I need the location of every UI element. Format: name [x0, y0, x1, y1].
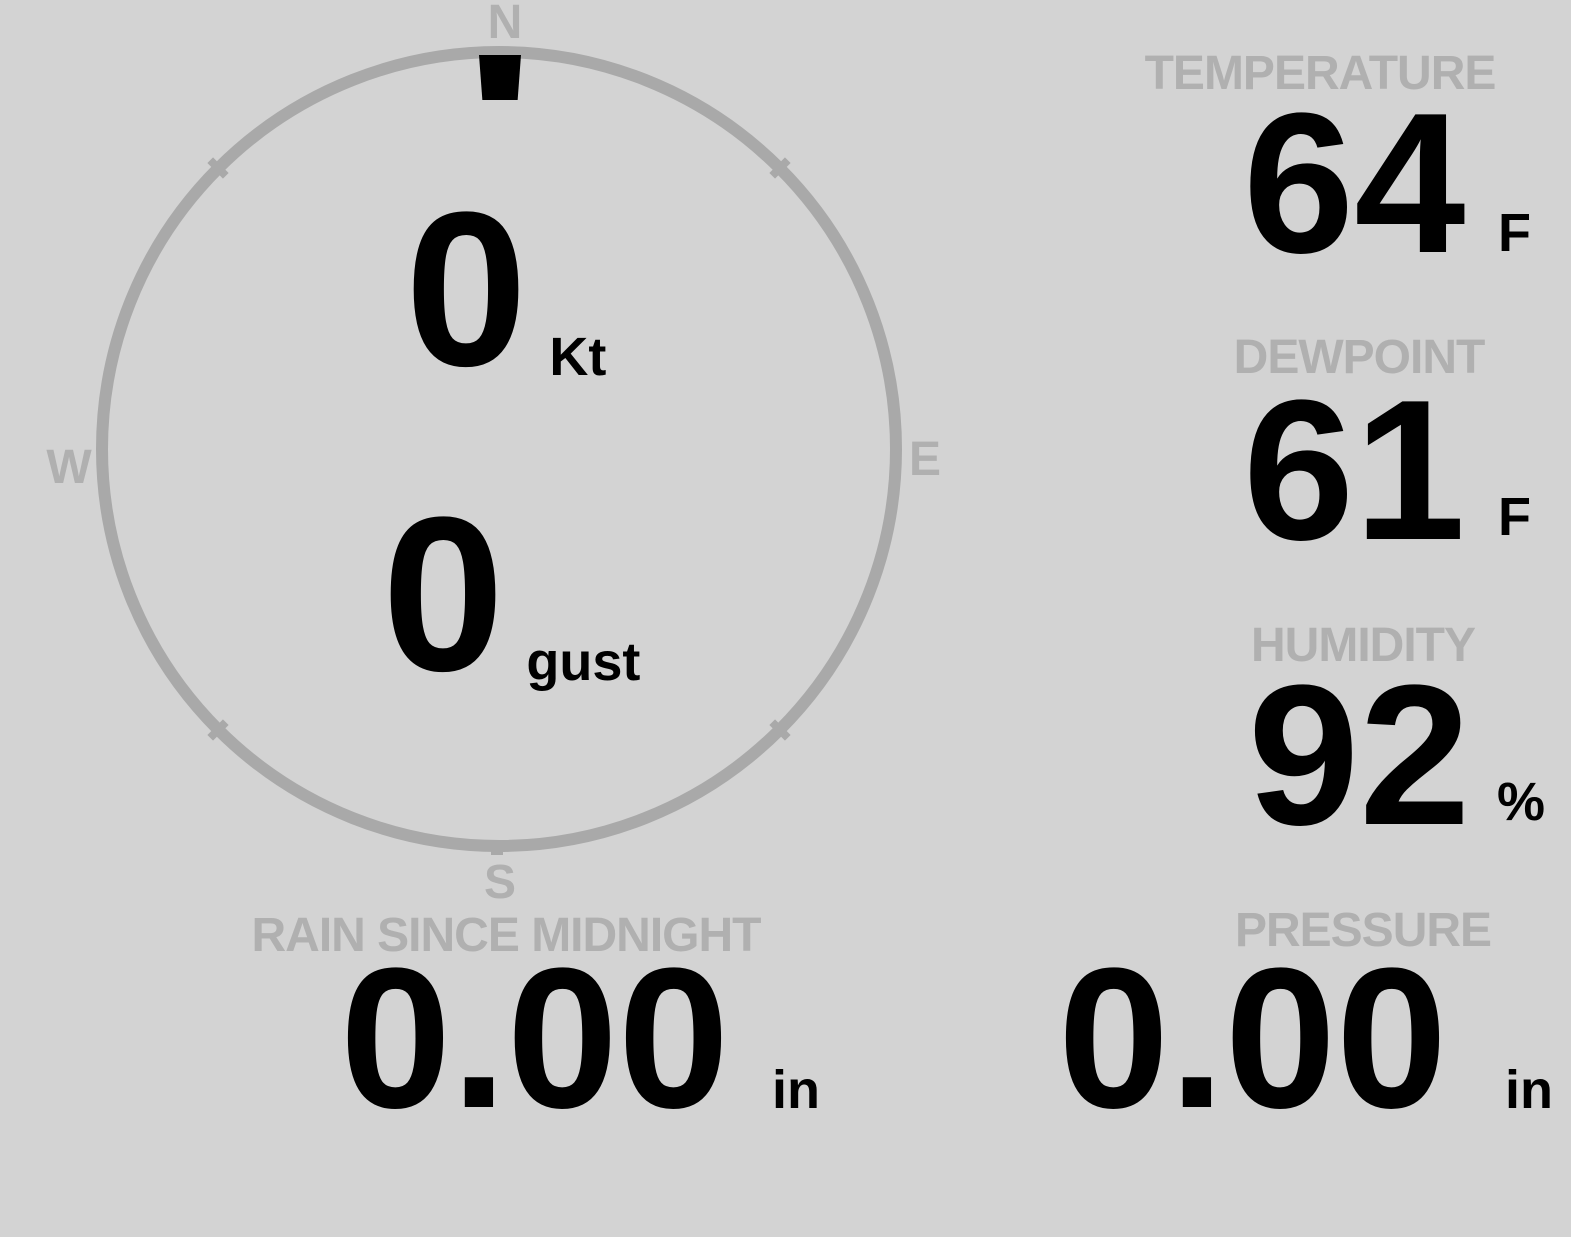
rain-since-midnight-label: RAIN SINCE MIDNIGHT	[251, 909, 762, 962]
temperature-value: 64	[1243, 72, 1466, 295]
dewpoint-value: 61	[1243, 359, 1466, 582]
compass-label-north: N	[487, 0, 523, 49]
humidity-unit: %	[1497, 772, 1546, 832]
humidity-label: HUMIDITY	[1251, 619, 1476, 672]
compass-tick-south	[491, 842, 503, 855]
wind-gust-value: 0	[382, 471, 505, 717]
rain-since-midnight-unit: in	[772, 1060, 820, 1120]
wind-speed-value: 0	[405, 166, 528, 412]
wind-gust-unit: gust	[526, 632, 641, 692]
dewpoint-unit: F	[1498, 487, 1531, 547]
pressure-value: 0.00	[1058, 927, 1448, 1150]
pressure-unit: in	[1505, 1060, 1553, 1120]
wind-gust-readout: 0 gust	[382, 484, 640, 704]
compass-label-south: S	[483, 856, 517, 909]
temperature-label: TEMPERATURE	[1144, 47, 1497, 100]
compass-label-east: E	[908, 433, 942, 486]
humidity-value: 92	[1248, 644, 1471, 867]
wind-direction-marker	[479, 55, 521, 100]
rain-since-midnight-value: 0.00	[340, 927, 730, 1150]
temperature-unit: F	[1498, 203, 1531, 263]
wind-speed-readout: 0 Kt	[405, 179, 606, 399]
compass-label-west: W	[46, 441, 92, 494]
wind-speed-unit: Kt	[549, 327, 607, 387]
dewpoint-label: DEWPOINT	[1233, 331, 1486, 384]
pressure-label: PRESSURE	[1234, 904, 1492, 957]
